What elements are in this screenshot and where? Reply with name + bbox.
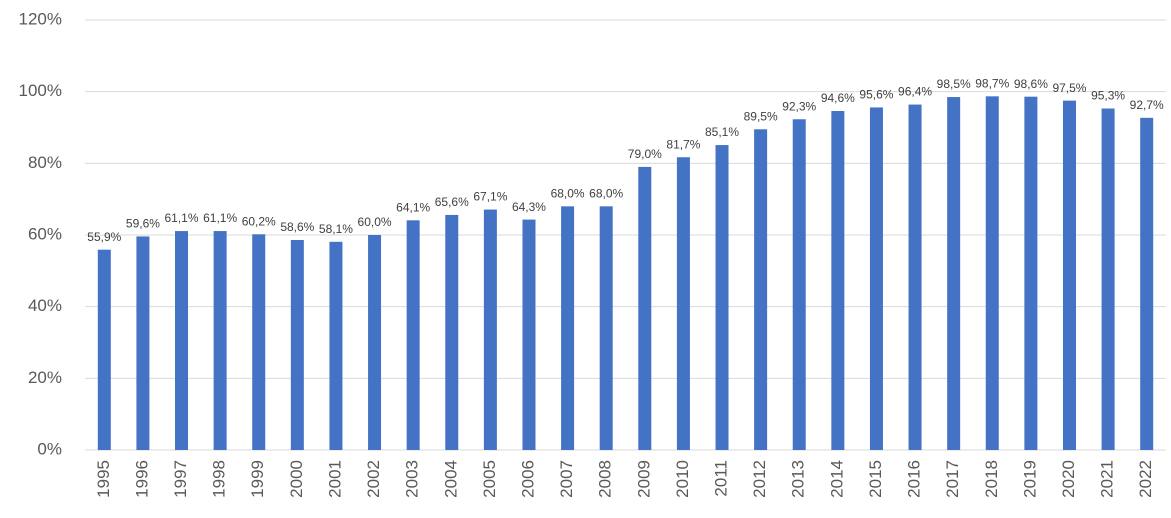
data-label: 79,0% (628, 147, 662, 161)
x-tick-label: 2020 (1059, 460, 1078, 498)
data-label: 58,1% (319, 222, 353, 236)
data-label: 68,0% (589, 187, 623, 201)
data-label: 68,0% (551, 187, 585, 201)
x-tick-label: 2013 (789, 460, 808, 498)
x-tick-label: 1995 (94, 460, 113, 498)
x-tick-label: 2015 (866, 460, 885, 498)
bar (831, 111, 845, 451)
bar (561, 206, 575, 450)
bar (638, 166, 652, 450)
data-label: 92,7% (1130, 98, 1164, 112)
data-label: 95,6% (859, 88, 893, 102)
x-tick-label: 2018 (982, 460, 1001, 498)
data-label: 85,1% (705, 125, 739, 139)
y-tick-label: 120% (19, 9, 62, 28)
y-tick-label: 80% (28, 153, 62, 172)
bar (676, 157, 690, 450)
data-label: 65,6% (435, 195, 469, 209)
bar (97, 249, 111, 450)
data-label: 60,2% (242, 214, 276, 228)
x-tick-label: 2022 (1136, 460, 1155, 498)
data-label: 92,3% (782, 99, 816, 113)
x-tick-label: 2004 (441, 460, 460, 498)
data-label: 67,1% (473, 190, 507, 204)
bar (792, 119, 806, 450)
bar (290, 240, 304, 450)
x-tick-label: 2014 (827, 460, 846, 498)
x-tick-label: 1996 (132, 460, 151, 498)
x-tick-label: 2006 (518, 460, 537, 498)
bar (1062, 100, 1076, 450)
x-tick-label: 2005 (480, 460, 499, 498)
bar (368, 235, 382, 450)
x-tick-label: 2007 (557, 460, 576, 498)
data-label: 95,3% (1091, 89, 1125, 103)
bar (483, 209, 497, 450)
x-tick-label: 2011 (712, 460, 731, 497)
bar (1140, 117, 1154, 450)
bar (985, 96, 999, 450)
x-tick-label: 1999 (248, 460, 267, 498)
data-label: 58,6% (280, 220, 314, 234)
bar (522, 219, 536, 450)
x-tick-label: 1997 (171, 460, 190, 498)
y-tick-label: 40% (28, 296, 62, 315)
bar (599, 206, 613, 450)
bar (1101, 108, 1115, 450)
data-label: 89,5% (744, 109, 778, 123)
data-label: 55,9% (87, 230, 121, 244)
x-tick-label: 2021 (1098, 460, 1117, 498)
data-label: 98,7% (975, 76, 1009, 90)
x-tick-label: 2008 (596, 460, 615, 498)
bar (445, 214, 459, 450)
data-label: 94,6% (821, 91, 855, 105)
x-tick-label: 2019 (1020, 460, 1039, 498)
x-tick-label: 2016 (905, 460, 924, 498)
bar (1024, 96, 1038, 450)
x-tick-label: 2001 (325, 460, 344, 498)
data-label: 96,4% (898, 85, 932, 99)
data-label: 59,6% (126, 217, 160, 231)
bar (754, 129, 768, 450)
data-label: 60,0% (358, 215, 392, 229)
data-label: 64,1% (396, 200, 430, 214)
y-tick-label: 60% (28, 224, 62, 243)
data-label: 64,3% (512, 200, 546, 214)
y-tick-label: 20% (28, 368, 62, 387)
x-tick-label: 2009 (634, 460, 653, 498)
data-label: 98,5% (937, 77, 971, 91)
bar (947, 97, 961, 451)
bar (252, 234, 266, 450)
x-tick-label: 2000 (287, 460, 306, 498)
y-tick-label: 0% (37, 439, 62, 458)
bar (136, 236, 150, 450)
bar (213, 231, 227, 450)
bar (175, 231, 189, 450)
y-tick-label: 100% (19, 81, 62, 100)
x-tick-label: 2010 (673, 460, 692, 498)
bar (406, 220, 420, 450)
data-label: 98,6% (1014, 77, 1048, 91)
x-tick-label: 2012 (750, 460, 769, 498)
bar (715, 145, 729, 450)
x-tick-label: 2002 (364, 460, 383, 498)
bar (329, 241, 343, 450)
data-label: 61,1% (203, 211, 237, 225)
bar (869, 107, 883, 450)
x-tick-label: 2017 (943, 460, 962, 498)
data-label: 61,1% (165, 211, 199, 225)
data-label: 81,7% (666, 137, 700, 151)
bar (908, 104, 922, 451)
data-label: 97,5% (1052, 81, 1086, 95)
x-tick-label: 2003 (403, 460, 422, 498)
x-tick-label: 1998 (210, 460, 229, 498)
